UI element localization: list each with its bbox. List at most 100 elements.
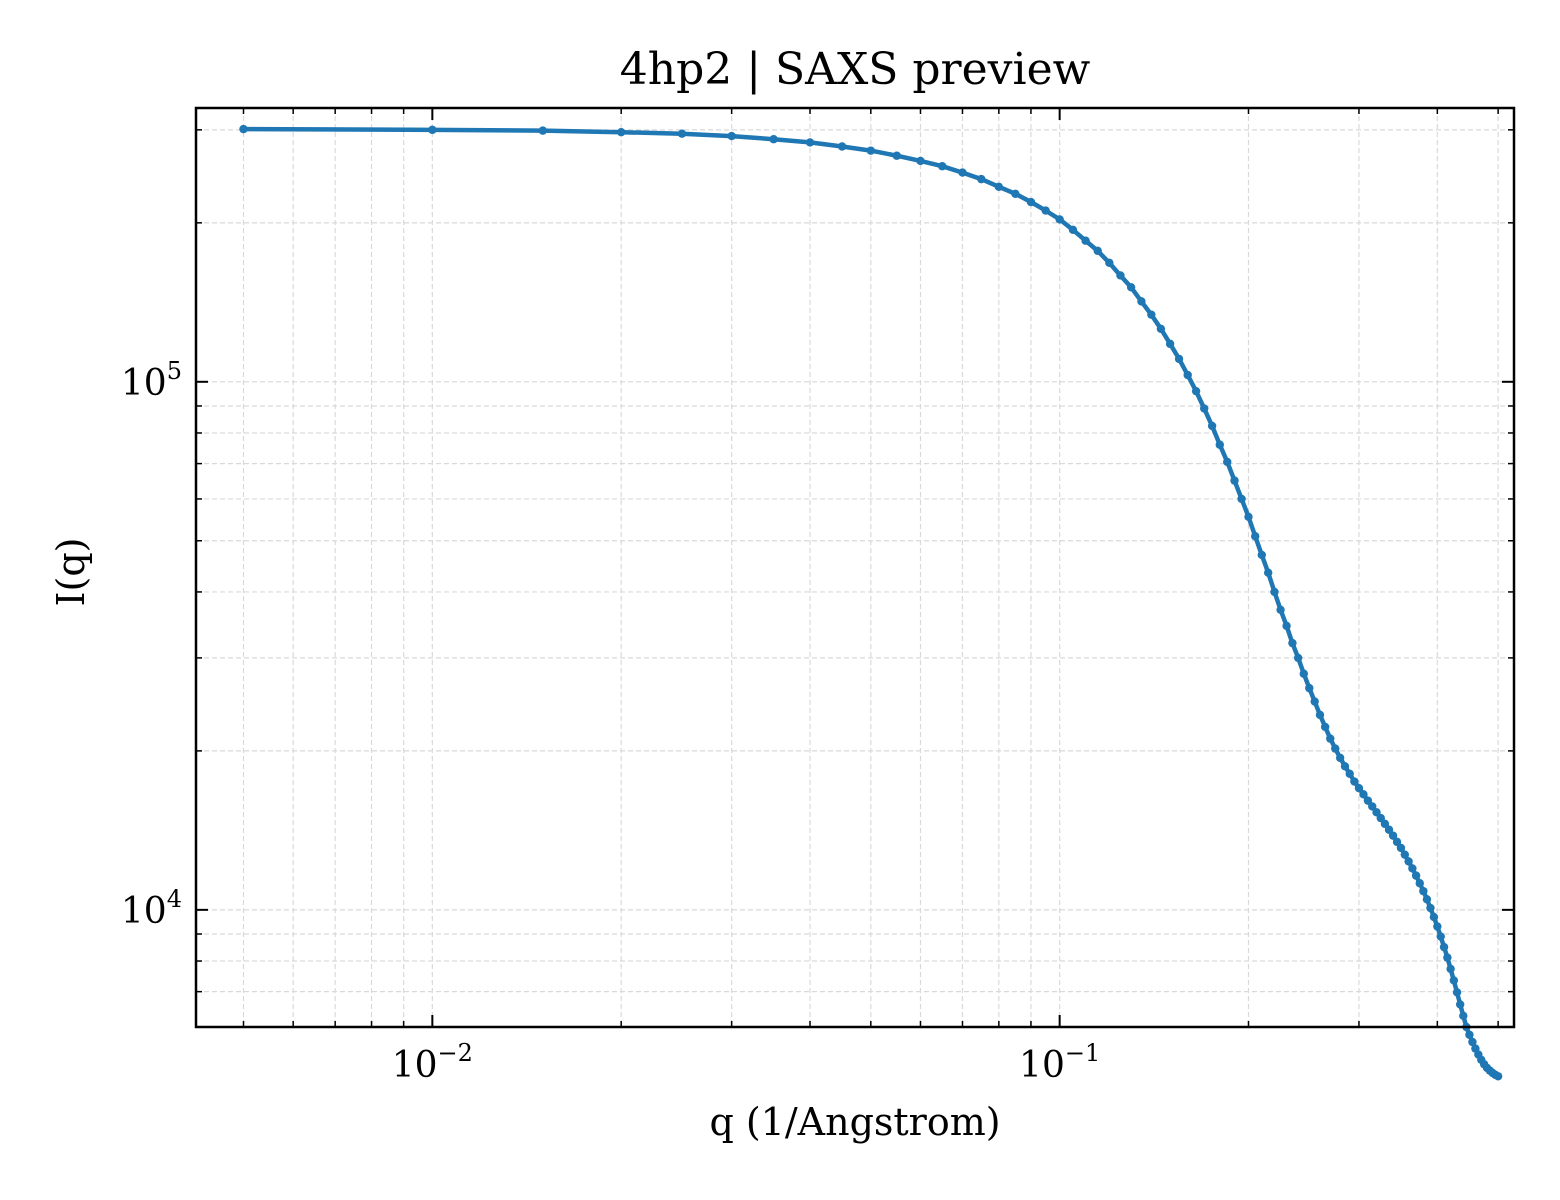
data-point: [1335, 753, 1345, 763]
data-point: [1411, 871, 1421, 880]
y-tick-label: 105: [121, 357, 182, 404]
data-point: [892, 151, 901, 160]
plot-frame: [194, 106, 1516, 1029]
data-point: [938, 162, 947, 171]
data-point: [1392, 837, 1402, 847]
data-point: [1276, 605, 1285, 615]
data-point: [1446, 964, 1455, 974]
data-point: [1439, 942, 1449, 952]
data-point: [1465, 1030, 1474, 1039]
data-point: [1299, 669, 1308, 678]
data-point: [1011, 189, 1020, 199]
data-point: [837, 142, 847, 151]
data-point: [958, 168, 967, 177]
data-point: [1126, 283, 1136, 292]
data-point: [1380, 819, 1390, 829]
data-point: [428, 125, 437, 135]
data-point: [1384, 825, 1394, 834]
x-axis-label: q (1/Angstrom): [709, 1100, 1000, 1144]
data-point: [916, 156, 925, 166]
data-point: [239, 124, 248, 134]
data-point: [805, 138, 815, 147]
data-point: [1081, 236, 1090, 245]
data-point: [1026, 197, 1036, 207]
data-point: [1270, 587, 1279, 597]
x-tick-label: 10−1: [1019, 1039, 1100, 1086]
data-point: [1320, 722, 1330, 732]
data-point: [1165, 339, 1175, 349]
data-point: [1147, 310, 1156, 319]
data-point: [1215, 440, 1224, 449]
data-point: [1443, 953, 1452, 962]
x-tick-label: 10−2: [392, 1039, 473, 1086]
data-point: [727, 131, 736, 141]
data-point: [1183, 370, 1192, 380]
data-point: [1331, 744, 1340, 753]
data-point: [1288, 638, 1297, 648]
data-point: [1400, 850, 1410, 859]
data-point: [1340, 762, 1350, 771]
data-point: [1372, 808, 1381, 817]
data-point: [1174, 354, 1184, 364]
data-point: [1468, 1037, 1477, 1047]
data-point: [1237, 494, 1246, 504]
data-point: [1251, 532, 1260, 541]
data-point: [1436, 932, 1445, 941]
data-point: [1116, 271, 1125, 280]
chart-title: 4hp2 | SAXS preview: [620, 44, 1091, 95]
data-point: [1244, 512, 1253, 522]
data-point: [1230, 476, 1239, 485]
tick-labels: 10−2 10−1 104 105: [121, 357, 1100, 1086]
data-point: [1293, 653, 1303, 663]
data-point: [1363, 796, 1373, 805]
y-tick-label: 104: [121, 885, 182, 932]
data-point: [1368, 802, 1377, 811]
data-point: [1345, 769, 1354, 778]
data-point: [1282, 621, 1291, 631]
data-point: [1105, 258, 1114, 268]
data-point: [1359, 790, 1368, 799]
data-point: [1433, 922, 1442, 931]
data-series: [239, 124, 1503, 1081]
data-point: [1426, 903, 1435, 913]
data-point: [1350, 777, 1359, 786]
data-point: [1449, 976, 1459, 985]
data-point: [1315, 710, 1325, 720]
data-point: [1452, 988, 1462, 997]
data-point: [1388, 831, 1398, 840]
data-point: [1263, 568, 1273, 577]
data-point: [1137, 297, 1146, 306]
data-point: [616, 127, 626, 137]
data-point: [866, 146, 876, 155]
data-point: [769, 135, 778, 144]
data-point: [1396, 843, 1406, 853]
data-point: [1459, 1011, 1468, 1021]
data-point: [538, 126, 548, 135]
data-point: [1191, 386, 1201, 396]
data-point: [1068, 225, 1078, 235]
data-point: [1354, 783, 1364, 793]
data-point: [1093, 246, 1102, 256]
data-point: [1415, 879, 1424, 888]
data-point: [677, 129, 687, 138]
data-point: [994, 182, 1004, 192]
data-point: [1422, 895, 1432, 904]
data-point: [1404, 857, 1413, 866]
data-point: [1429, 912, 1439, 922]
series-line: [243, 126, 1500, 1079]
data-point: [1305, 683, 1314, 693]
data-point: [1408, 864, 1417, 873]
data-point: [1326, 734, 1335, 743]
data-point: [1455, 1000, 1465, 1009]
data-point: [1156, 324, 1166, 334]
data-point: [1419, 886, 1428, 896]
data-point: [977, 174, 986, 184]
data-point: [1055, 215, 1064, 224]
data-point: [1257, 550, 1266, 560]
data-point: [1207, 421, 1217, 431]
data-point: [1223, 457, 1232, 467]
data-point: [1041, 206, 1050, 215]
data-point: [1200, 404, 1209, 413]
y-axis-label: I(q): [49, 538, 93, 607]
